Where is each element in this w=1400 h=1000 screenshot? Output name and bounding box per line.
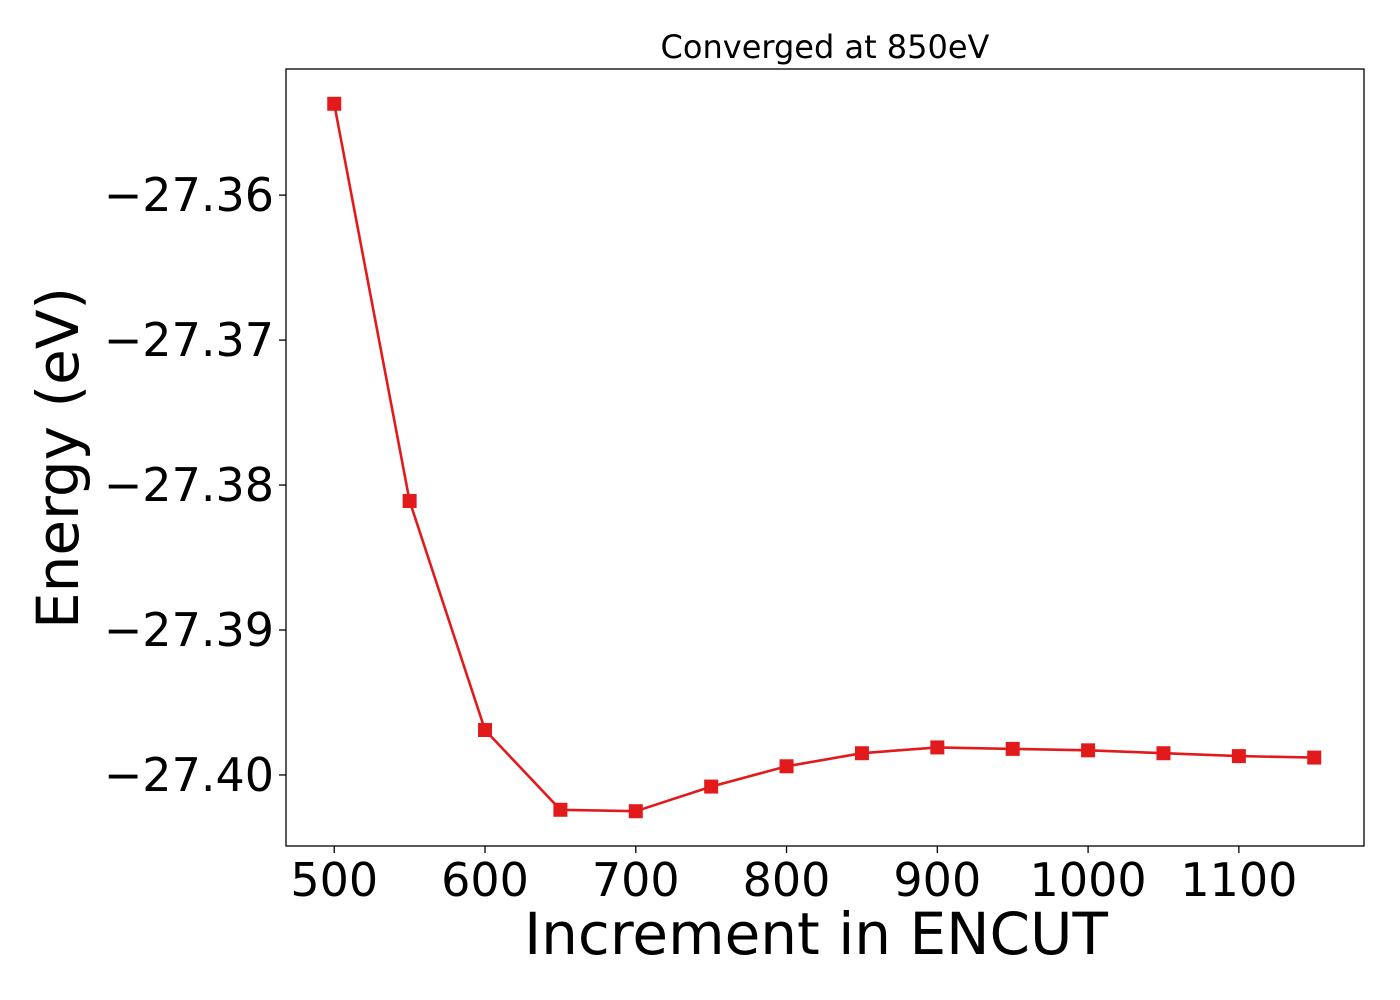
data-point-marker: [1005, 741, 1020, 756]
data-point-marker: [478, 723, 493, 738]
y-tick-label: −27.37: [104, 313, 274, 367]
data-point-marker: [628, 804, 643, 819]
chart-title: Converged at 850eV: [661, 28, 990, 66]
y-axis-title: Energy (eV): [24, 287, 92, 629]
data-point-marker: [553, 802, 568, 817]
y-tick-label: −27.36: [104, 168, 274, 222]
data-point-marker: [402, 493, 417, 508]
data-point-marker: [1307, 750, 1322, 765]
x-tick-label: 600: [441, 853, 529, 907]
y-axis-ticks: −27.36 −27.37 −27.38 −27.39 −27.40: [104, 168, 286, 802]
x-tick-label: 800: [743, 853, 831, 907]
x-tick-label: 1100: [1180, 853, 1297, 907]
y-tick-label: −27.38: [104, 458, 274, 512]
x-axis-ticks: 500 600 700 800 900 1000 1100: [290, 846, 1297, 907]
data-point-marker: [779, 759, 794, 774]
data-point-marker: [1231, 749, 1246, 764]
x-axis-title: Increment in ENCUT: [524, 900, 1108, 968]
x-tick-label: 1000: [1030, 853, 1147, 907]
x-tick-label: 500: [290, 853, 378, 907]
y-tick-label: −27.39: [104, 603, 274, 657]
x-tick-label: 900: [893, 853, 981, 907]
data-point-marker: [930, 740, 945, 755]
data-point-marker: [327, 96, 342, 111]
plot-area-frame: [285, 68, 1365, 847]
data-point-marker: [854, 746, 869, 761]
series-line: [332, 103, 1315, 813]
x-tick-label: 700: [592, 853, 680, 907]
series-layer: [327, 96, 1322, 819]
data-point-marker: [704, 779, 719, 794]
data-point-marker: [1156, 746, 1171, 761]
data-point-marker: [1081, 743, 1096, 758]
y-tick-label: −27.40: [104, 748, 274, 802]
